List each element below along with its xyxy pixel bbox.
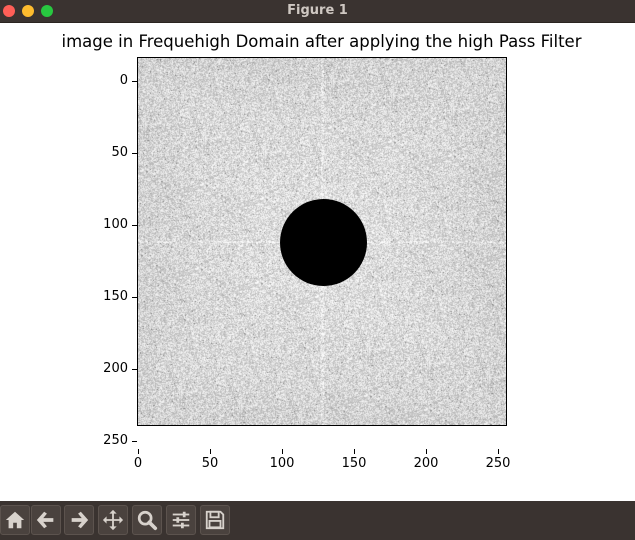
zoom-magnifier-icon (137, 510, 158, 531)
home-icon (5, 511, 25, 529)
x-tick-mark (498, 449, 499, 454)
y-tick-mark (132, 153, 137, 154)
x-tick-label: 150 (341, 456, 367, 471)
x-tick-mark (426, 449, 427, 454)
image-axes[interactable] (137, 57, 507, 426)
zoom-button[interactable] (132, 505, 162, 535)
x-tick-mark (138, 449, 139, 454)
high-pass-mask-disk (280, 199, 367, 286)
forward-button[interactable] (64, 505, 94, 535)
home-button[interactable] (0, 505, 30, 535)
forward-arrow-icon (71, 511, 89, 529)
y-tick-label: 150 (103, 289, 128, 304)
x-tick-label: 50 (201, 456, 219, 471)
y-tick-label: 0 (119, 73, 128, 88)
y-tick-mark (132, 441, 137, 442)
x-tick-label: 100 (269, 456, 295, 471)
pan-button[interactable] (98, 505, 128, 535)
y-tick-mark (132, 297, 137, 298)
y-tick-label: 50 (111, 145, 128, 160)
configure-subplots-button[interactable] (166, 505, 196, 535)
x-tick-mark (282, 449, 283, 454)
x-tick-label: 200 (413, 456, 439, 471)
plot-title: image in Frequehigh Domain after applyin… (61, 32, 582, 51)
minimize-window-button[interactable] (22, 5, 34, 17)
save-button[interactable] (200, 505, 230, 535)
window-titlebar: Figure 1 (0, 0, 635, 23)
x-tick-label: 0 (133, 456, 143, 471)
y-tick-label: 100 (103, 217, 128, 232)
back-arrow-icon (36, 511, 54, 529)
y-tick-mark (132, 225, 137, 226)
close-window-button[interactable] (3, 5, 15, 17)
x-tick-label: 250 (485, 456, 511, 471)
configure-subplots-icon (172, 511, 190, 529)
y-tick-mark (132, 369, 137, 370)
y-tick-label: 200 (103, 361, 128, 376)
window-title: Figure 1 (287, 3, 348, 18)
save-floppy-icon (205, 510, 225, 530)
maximize-window-button[interactable] (41, 5, 53, 17)
y-tick-label: 250 (103, 433, 128, 448)
navigation-toolbar (0, 501, 635, 540)
x-tick-mark (354, 449, 355, 454)
y-tick-mark (132, 81, 137, 82)
pan-move-icon (102, 509, 124, 531)
back-button[interactable] (31, 505, 61, 535)
x-tick-mark (210, 449, 211, 454)
